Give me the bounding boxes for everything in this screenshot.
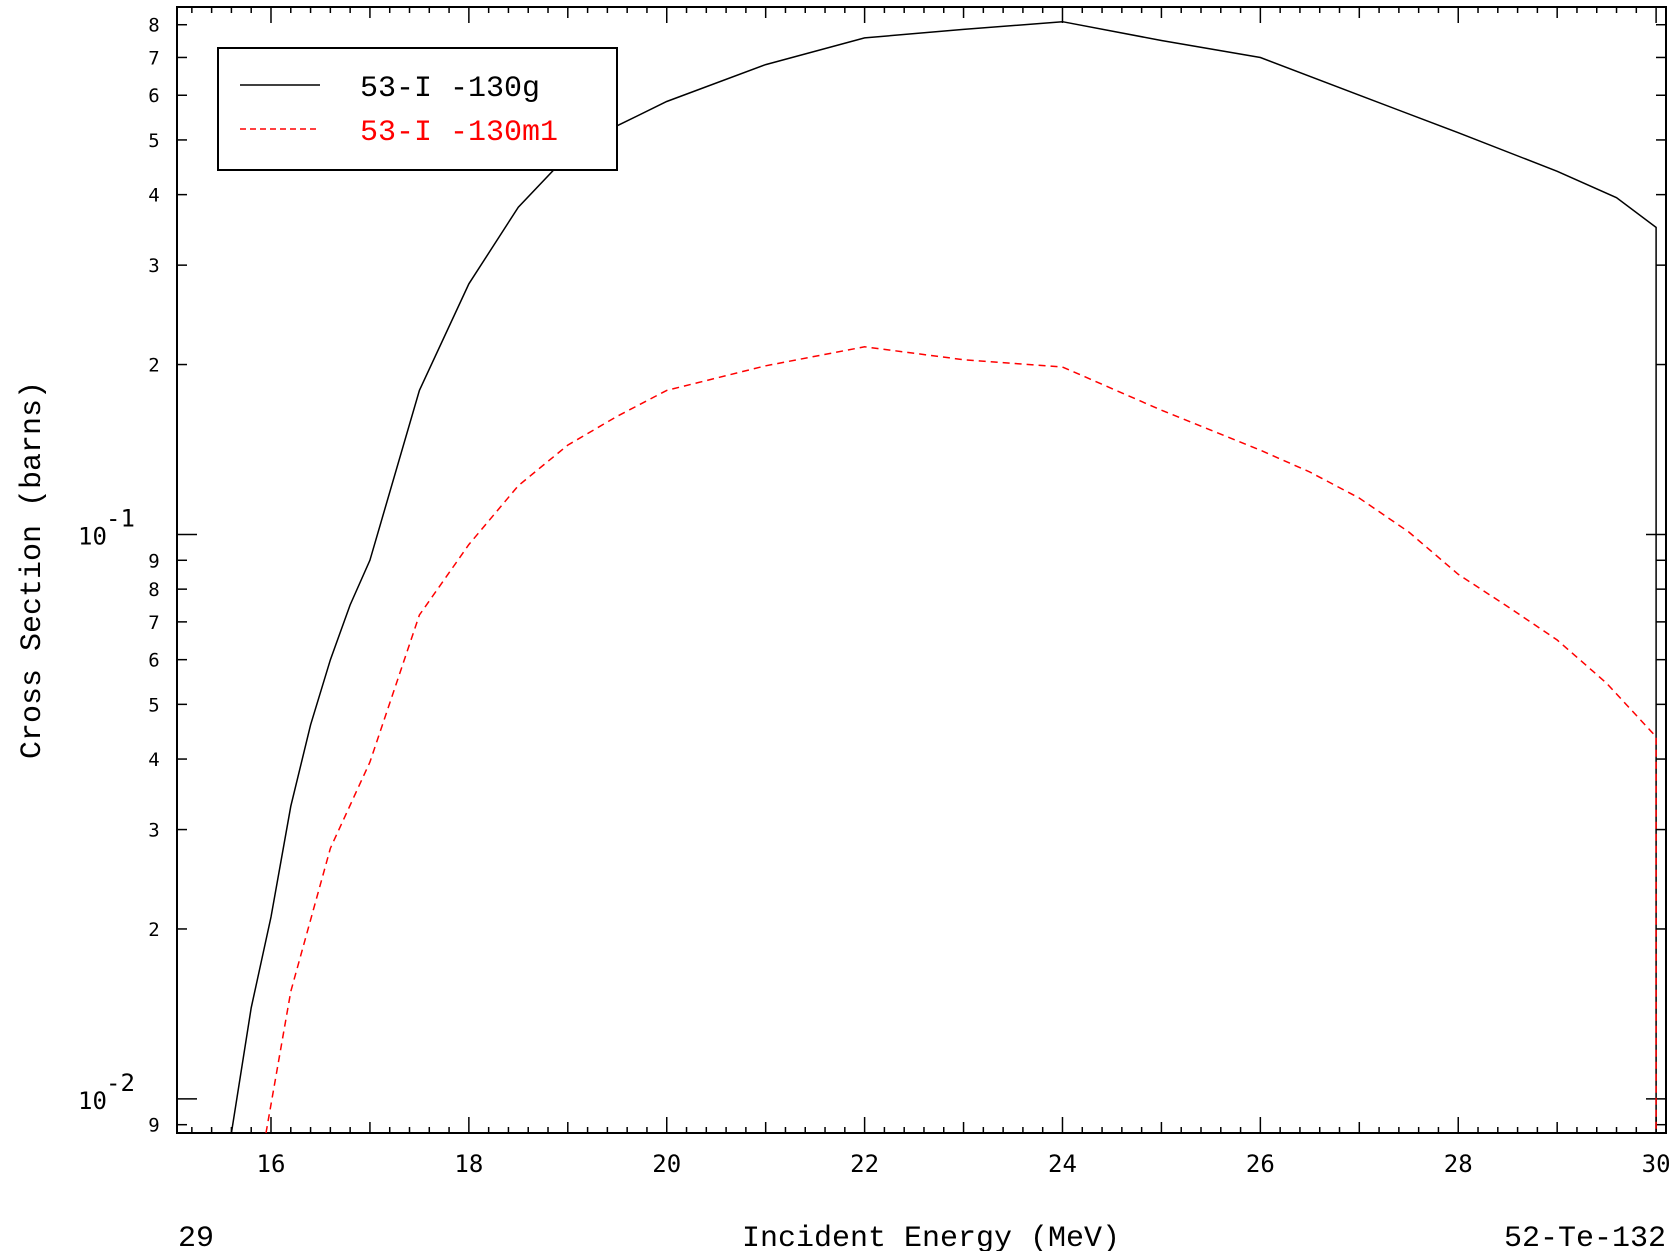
y-tick-label: 5 bbox=[148, 130, 159, 152]
y-tick-label: 6 bbox=[148, 650, 159, 672]
x-tick-label: 24 bbox=[1048, 1150, 1077, 1178]
legend-label-130m1: 53-I -130m1 bbox=[360, 116, 558, 150]
y-decade-label-base: 10 bbox=[78, 1087, 107, 1115]
x-tick-label: 26 bbox=[1246, 1150, 1275, 1178]
y-decade-label-exp: -2 bbox=[106, 1069, 135, 1097]
y-tick-label: 4 bbox=[148, 749, 159, 771]
x-tick-label: 28 bbox=[1444, 1150, 1473, 1178]
x-axis-ticks: 16 18 20 22 24 26 28 30 bbox=[191, 7, 1671, 1178]
y-tick-label: 6 bbox=[148, 85, 159, 107]
legend-box bbox=[217, 47, 618, 171]
y-tick-label: 2 bbox=[148, 355, 159, 377]
x-axis-title: Incident Energy (MeV) bbox=[742, 1222, 1120, 1251]
y-tick-label: 9 bbox=[148, 1115, 159, 1137]
y-tick-label: 4 bbox=[148, 185, 159, 207]
y-tick-label: 9 bbox=[148, 550, 159, 572]
x-tick-label: 20 bbox=[652, 1150, 681, 1178]
y-tick-label: 3 bbox=[148, 255, 159, 277]
series-layer bbox=[230, 20, 1657, 1134]
y-axis-title: Cross Section (barns) bbox=[16, 381, 50, 759]
y-tick-label: 7 bbox=[148, 47, 159, 69]
y-tick-label: 2 bbox=[148, 919, 159, 941]
footer-right-label: 52-Te-132 bbox=[1504, 1222, 1666, 1251]
x-tick-label: 18 bbox=[454, 1150, 483, 1178]
x-tick-label: 30 bbox=[1642, 1150, 1671, 1178]
y-tick-label: 7 bbox=[148, 612, 159, 634]
series-line-130m1 bbox=[265, 346, 1657, 1134]
footer-left-label: 29 bbox=[178, 1222, 214, 1251]
legend-label-130g: 53-I -130g bbox=[360, 72, 540, 106]
x-tick-label: 16 bbox=[257, 1150, 286, 1178]
y-tick-label: 8 bbox=[148, 15, 159, 37]
y-tick-label: 3 bbox=[148, 820, 159, 842]
y-decade-label-base: 10 bbox=[78, 522, 107, 550]
y-tick-label: 8 bbox=[148, 579, 159, 601]
y-tick-label: 5 bbox=[148, 694, 159, 716]
y-decade-label-exp: -1 bbox=[106, 504, 135, 532]
plot-frame bbox=[176, 6, 1667, 1134]
legend: 53-I -130g 53-I -130m1 bbox=[217, 47, 618, 171]
x-tick-label: 22 bbox=[850, 1150, 879, 1178]
series-line-130g bbox=[230, 20, 1657, 1134]
